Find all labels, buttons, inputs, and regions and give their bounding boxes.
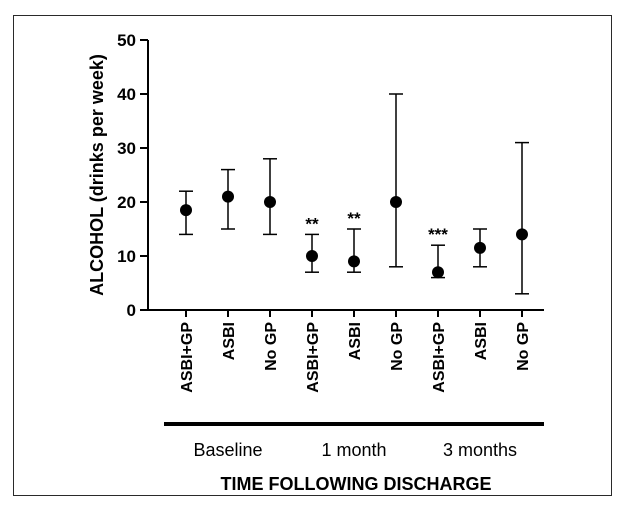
x-tick-label: ASBI+GP — [179, 322, 196, 393]
data-point — [306, 250, 318, 262]
y-tick-label: 0 — [127, 301, 136, 320]
x-tick-label: ASBI — [221, 322, 238, 360]
data-point — [474, 241, 486, 254]
data-point — [180, 204, 192, 217]
x-tick-label: No GP — [263, 322, 280, 371]
y-tick-label: 10 — [117, 247, 136, 266]
significance-marker: ** — [305, 214, 319, 233]
data-point — [348, 255, 360, 268]
data-point — [264, 196, 276, 208]
chart-marks: ** ***** — [179, 93, 529, 295]
data-point — [390, 196, 402, 208]
group-label: Baseline — [193, 440, 262, 460]
data-point — [516, 228, 528, 241]
x-tick-label: ASBI — [347, 322, 364, 360]
x-tick-label: ASBI+GP — [305, 322, 322, 393]
y-tick-label: 20 — [117, 193, 136, 212]
y-tick-label: 40 — [117, 85, 136, 104]
x-tick-label: ASBI — [473, 322, 490, 360]
significance-marker: ** — [347, 209, 361, 228]
data-point — [432, 266, 444, 279]
figure-frame — [13, 15, 612, 496]
y-axis-label: ALCOHOL (drinks per week) — [87, 54, 107, 296]
group-label: 3 months — [443, 440, 517, 460]
group-label: 1 month — [321, 440, 386, 460]
x-tick-label: ASBI+GP — [431, 322, 448, 393]
y-tick-label: 30 — [117, 139, 136, 158]
x-axis-label: TIME FOLLOWING DISCHARGE — [221, 474, 492, 494]
data-point — [222, 190, 234, 203]
significance-marker: *** — [428, 225, 448, 244]
x-tick-label: No GP — [515, 322, 532, 371]
y-tick-label: 50 — [117, 31, 136, 50]
x-tick-label: No GP — [389, 322, 406, 371]
chart-axes: 0 10 20 30 40 50 ASBI+GP ASBI No GP ASBI+GP ASBI No… — [117, 31, 544, 460]
